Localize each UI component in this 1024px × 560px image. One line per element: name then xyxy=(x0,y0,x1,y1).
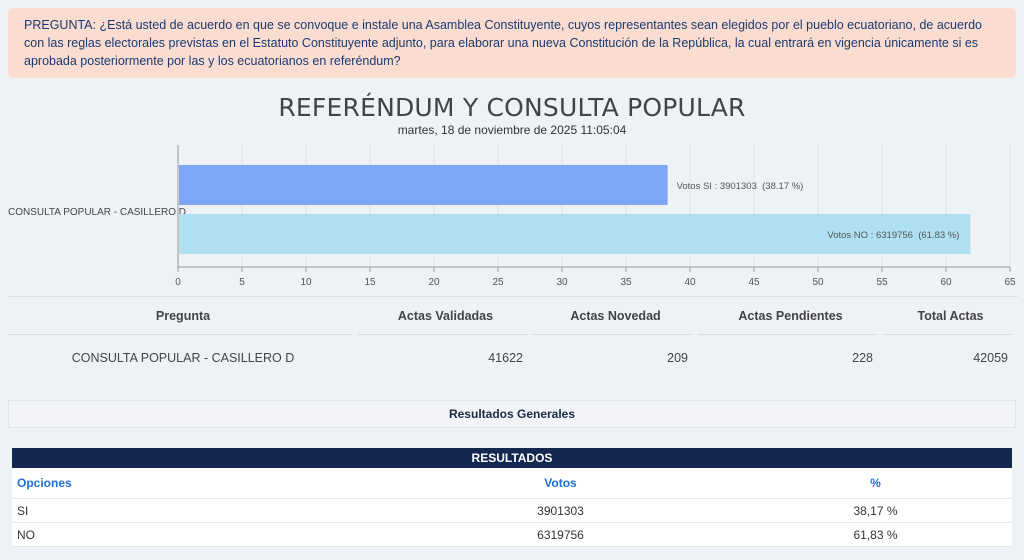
x-tick-label: 20 xyxy=(428,277,440,288)
x-tick-label: 45 xyxy=(748,277,760,288)
x-tick-label: 65 xyxy=(1004,277,1016,288)
header-actas-pendientes: Actas Pendientes xyxy=(738,308,843,323)
x-tick-label: 55 xyxy=(876,277,888,288)
votes-cell: 6319756 xyxy=(537,527,584,542)
x-tick-label: 0 xyxy=(175,277,181,288)
resultados-generales-heading: Resultados Generales xyxy=(8,400,1016,428)
header-percent: % xyxy=(870,476,881,490)
page-title: REFERÉNDUM Y CONSULTA POPULAR xyxy=(278,93,746,122)
actas-header-row: Pregunta Actas Validadas Actas Novedad A… xyxy=(8,296,1018,334)
x-tick-label: 15 xyxy=(364,277,376,288)
table-row: NO 6319756 61,83 % xyxy=(12,523,1012,547)
data-label-no: Votos NO : 6319756 (61.83 %) xyxy=(827,230,959,241)
table-row: SI 3901303 38,17 % xyxy=(12,499,1012,523)
option-cell: NO xyxy=(17,527,35,542)
x-tick-label: 25 xyxy=(492,277,504,288)
header-divider xyxy=(8,334,1018,338)
header-actas-validadas: Actas Validadas xyxy=(397,308,494,323)
cell-actas-novedad: 209 xyxy=(667,351,688,365)
votes-cell: 3901303 xyxy=(537,503,584,518)
results-bar-chart: 0 5 10 15 20 25 30 35 40 45 50 55 60 65 CONSULTA POPUL… xyxy=(8,145,1016,288)
results-table: RESULTADOS Opciones Votos % SI 3901303 3… xyxy=(12,448,1012,547)
x-tick-label: 30 xyxy=(556,277,568,288)
x-tick-label: 60 xyxy=(940,277,952,288)
bar-no xyxy=(179,214,971,254)
percent-cell: 38,17 % xyxy=(853,503,898,518)
cell-actas-pendientes: 228 xyxy=(852,351,873,365)
results-banner: RESULTADOS xyxy=(12,448,1012,468)
x-tick-label: 35 xyxy=(620,277,632,288)
question-banner: PREGUNTA: ¿Está usted de acuerdo en que … xyxy=(8,8,1016,78)
results-header-row: Opciones Votos % xyxy=(12,468,1012,499)
date-subtitle: martes, 18 de noviembre de 2025 11:05:04 xyxy=(397,123,627,137)
header-total-actas: Total Actas xyxy=(917,308,984,323)
header-actas-novedad: Actas Novedad xyxy=(570,308,661,323)
header-pregunta: Pregunta xyxy=(155,308,211,323)
cell-total-actas: 42059 xyxy=(973,351,1008,365)
cell-actas-validadas: 41622 xyxy=(488,351,523,365)
option-cell: SI xyxy=(17,503,29,518)
percent-cell: 61,83 % xyxy=(853,527,898,542)
header-votos: Votos xyxy=(544,476,577,490)
table-row: CONSULTA POPULAR - CASILLERO D 41622 209… xyxy=(8,338,1018,378)
header-opciones: Opciones xyxy=(17,476,72,490)
cell-pregunta: CONSULTA POPULAR - CASILLERO D xyxy=(71,351,295,365)
x-tick-label: 10 xyxy=(300,277,312,288)
x-tick-label: 50 xyxy=(812,277,824,288)
actas-table: Pregunta Actas Validadas Actas Novedad A… xyxy=(8,296,1018,378)
bar-si xyxy=(179,165,668,205)
data-label-si: Votos SI : 3901303 (38.17 %) xyxy=(677,181,804,192)
x-tick-label: 5 xyxy=(239,277,245,288)
x-tick-label: 40 xyxy=(684,277,696,288)
category-label: CONSULTA POPULAR - CASILLERO D xyxy=(8,207,186,218)
